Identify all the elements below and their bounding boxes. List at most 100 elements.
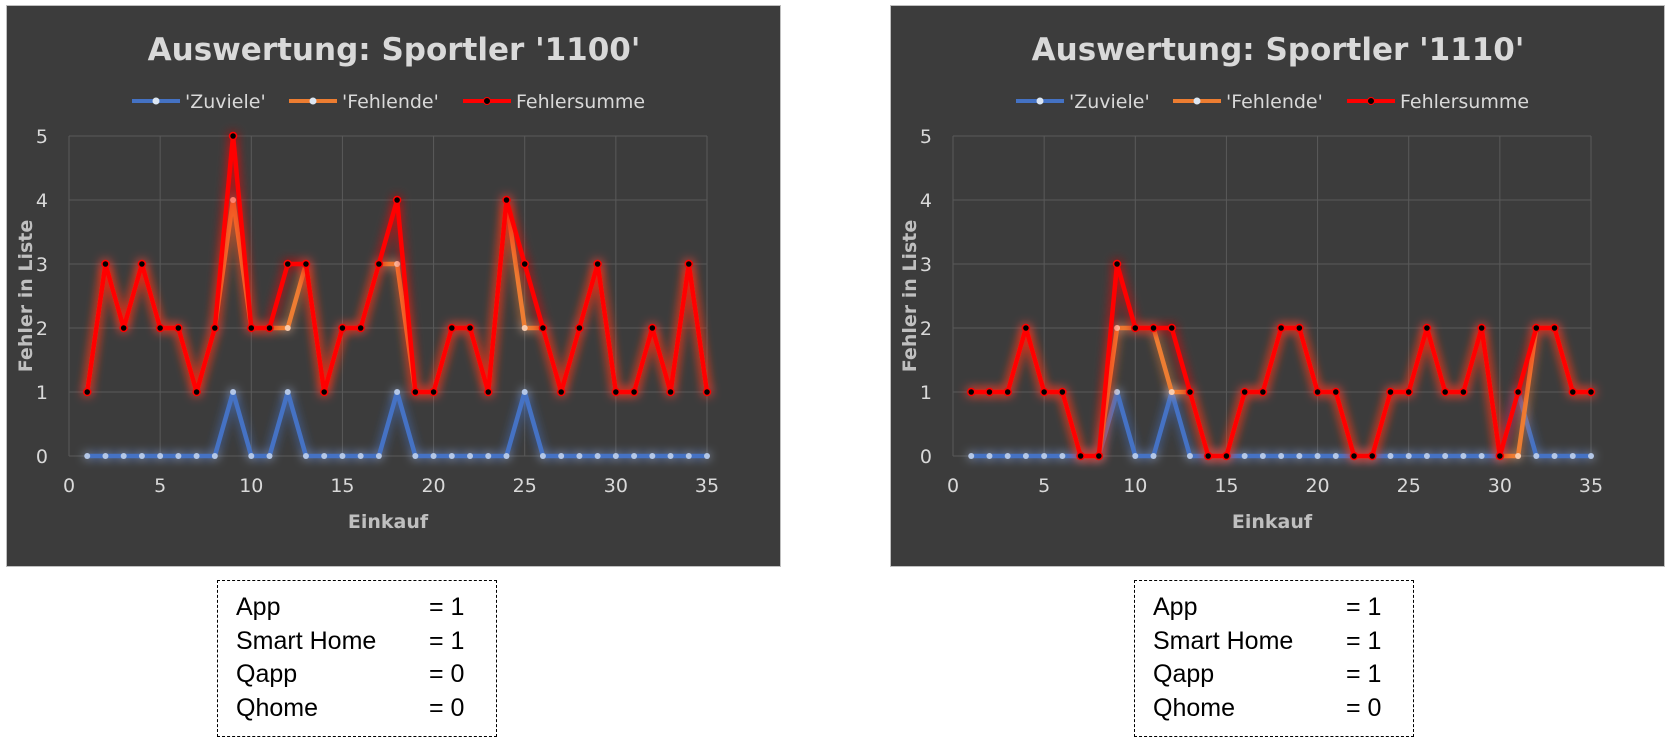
y-tick-label: 5 (36, 126, 48, 148)
data-point (193, 453, 200, 459)
data-point (649, 453, 656, 459)
data-point (356, 323, 365, 333)
y-axis-label: Fehler in Liste (15, 220, 37, 373)
data-point (230, 389, 237, 395)
data-point (284, 389, 291, 395)
data-point (82, 387, 92, 397)
data-point (101, 259, 110, 269)
data-point (1114, 389, 1121, 395)
data-point (629, 387, 639, 397)
data-point (538, 323, 548, 333)
x-tick-label: 35 (1579, 475, 1603, 497)
series-3 (966, 259, 1596, 461)
data-point (484, 387, 493, 397)
data-point (594, 453, 601, 459)
data-point (593, 259, 602, 269)
legend-label: Fehlersumme (516, 91, 645, 113)
data-point (1039, 387, 1049, 397)
legend-item: 'Fehlende' (1173, 91, 1323, 113)
data-point (1112, 259, 1122, 269)
data-point (648, 323, 657, 333)
x-tick-label: 0 (63, 475, 75, 497)
data-point (192, 387, 201, 397)
data-point (319, 387, 329, 397)
data-point (685, 453, 692, 459)
data-point (375, 453, 382, 459)
data-point (102, 453, 109, 459)
data-point (392, 195, 402, 205)
x-axis-label: Einkauf (1232, 511, 1313, 533)
legend-item: 'Zuviele' (1016, 91, 1150, 113)
x-tick-label: 20 (421, 475, 445, 497)
data-point (248, 453, 255, 459)
data-point (265, 323, 274, 333)
data-point (1203, 451, 1213, 461)
parameter-row: Smart Home = 1 (236, 625, 496, 659)
y-tick-label: 3 (920, 254, 932, 276)
data-point (1460, 453, 1467, 459)
data-point (174, 323, 183, 333)
legend-marker (1193, 97, 1201, 105)
data-point (465, 323, 475, 333)
data-point (1515, 453, 1522, 459)
data-point (301, 259, 311, 269)
data-point (1059, 453, 1066, 459)
parameter-row: Qapp = 0 (236, 658, 496, 692)
legend-item: Fehlersumme (463, 91, 645, 113)
data-point (1278, 453, 1285, 459)
data-point (247, 323, 256, 333)
data-point (211, 453, 218, 459)
data-point (430, 453, 437, 459)
data-point (1550, 323, 1559, 333)
data-point (119, 323, 128, 333)
data-point (175, 453, 182, 459)
data-point (1314, 453, 1321, 459)
data-point (704, 453, 710, 459)
parameter-value: = 1 (429, 593, 465, 621)
data-point (684, 259, 694, 269)
y-tick-label: 3 (36, 254, 48, 276)
legend-marker (1036, 97, 1044, 105)
data-point (374, 259, 384, 269)
data-point (1004, 453, 1011, 459)
series-line (971, 261, 1591, 459)
parameter-value: = 0 (429, 693, 465, 722)
data-point (556, 387, 566, 397)
data-point (1568, 387, 1578, 397)
y-tick-label: 1 (36, 382, 48, 404)
parameter-row: Smart Home = 1 (1153, 625, 1413, 659)
data-point (502, 195, 511, 205)
data-point (1058, 387, 1067, 397)
y-tick-label: 5 (920, 126, 932, 148)
x-tick-label: 15 (1214, 475, 1238, 497)
data-point (575, 323, 584, 333)
data-point (339, 453, 346, 459)
data-point (357, 453, 364, 459)
legend-item: 'Zuviele' (132, 91, 266, 113)
parameter-name: Qhome (1153, 693, 1235, 722)
data-point (321, 453, 328, 459)
data-point (137, 259, 147, 269)
data-point (1495, 451, 1505, 461)
data-point (1404, 387, 1413, 397)
data-point (612, 453, 619, 459)
series-1 (84, 389, 710, 459)
data-point (1586, 387, 1596, 397)
legend-marker (483, 97, 491, 105)
data-point (1114, 325, 1121, 331)
legend-label: Fehlersumme (1400, 91, 1529, 113)
data-point (611, 387, 621, 397)
data-point (1296, 453, 1303, 459)
data-point (558, 453, 565, 459)
data-point (968, 453, 975, 459)
y-tick-label: 2 (920, 318, 932, 340)
legend-marker (1367, 97, 1375, 105)
data-point (1132, 453, 1139, 459)
x-tick-label: 5 (1038, 475, 1050, 497)
parameter-value: = 0 (429, 660, 465, 688)
data-point (155, 323, 165, 333)
data-point (412, 453, 419, 459)
data-point (1094, 451, 1104, 461)
parameter-name: App (236, 593, 281, 621)
data-point (1477, 323, 1486, 333)
